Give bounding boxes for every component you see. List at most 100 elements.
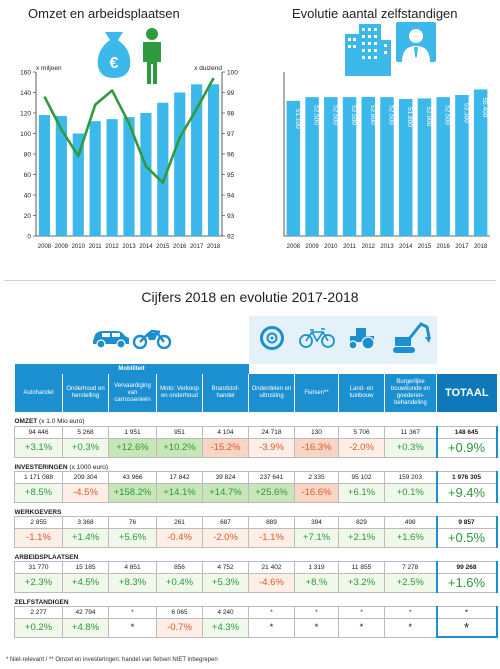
revenue-bar (72, 133, 84, 236)
change-cell: -1.1% (14, 528, 63, 548)
right-tick-label: 98 (227, 111, 235, 118)
bicycle-icon (298, 328, 335, 348)
change-cell: +0.3% (62, 438, 109, 458)
right-tick-label: 93 (227, 213, 235, 220)
change-cell: +1.6% (435, 573, 498, 593)
left-tick-label: 0 (27, 234, 31, 241)
selfemployed-bar (324, 97, 338, 237)
section-name: ARBEIDSPLAATSEN (14, 553, 79, 561)
column-header: Brandstof-handel (202, 374, 249, 412)
change-cell: +4.8% (62, 618, 109, 638)
section-unit: (x 1000 euro) (67, 463, 109, 471)
bar-data-label: 52.600 (369, 105, 376, 125)
change-cell: * (108, 618, 157, 638)
change-cell: +3.1% (14, 438, 63, 458)
change-cell: * (248, 618, 295, 638)
value-cell: 261 (156, 515, 203, 529)
change-cell: +8.% (294, 573, 339, 593)
bar-data-label: 52.500 (350, 105, 357, 125)
left-tick-label: 100 (20, 131, 31, 138)
value-cell: 76 (108, 515, 157, 529)
value-cell: 24 718 (248, 425, 295, 439)
change-cell: +1.6% (384, 528, 437, 548)
value-cell: 209 304 (62, 470, 109, 484)
statistics-table: Mobiliteit Autohandel Onderhoud en herste… (14, 316, 498, 638)
change-cell: +8.5% (14, 483, 63, 503)
change-cell: -15.2% (202, 438, 249, 458)
right-tick-label: 95 (227, 172, 235, 179)
value-cell: 4 851 (108, 560, 157, 574)
x-tick-label: 2017 (455, 244, 469, 250)
revenue-right-unit: x duizend (194, 65, 222, 72)
change-cell: +0.2% (14, 618, 63, 638)
x-tick-label: 2011 (89, 244, 103, 250)
section-label: OMZET (x 1.0 Mio euro) (15, 412, 497, 426)
section-label: INVESTERINGEN (x 1000 euro) (15, 457, 497, 471)
change-cell: * (384, 618, 437, 638)
column-header: Onderhoud en herstelling (62, 374, 109, 412)
value-cell: 42 794 (62, 605, 109, 619)
revenue-left-unit: x miljoen (36, 65, 62, 72)
change-cell: * (435, 618, 498, 638)
change-cell: -1.1% (248, 528, 295, 548)
value-cell: 1 319 (294, 560, 339, 574)
excavator-icon (392, 322, 431, 353)
section-name: INVESTERINGEN (14, 463, 68, 471)
change-cell: -2.0% (202, 528, 249, 548)
svg-text:€: € (110, 55, 119, 72)
revenue-bar (55, 116, 67, 236)
x-tick-label: 2017 (190, 244, 204, 250)
revenue-bar (123, 117, 135, 236)
bar-data-label: 52.500 (331, 105, 338, 125)
x-tick-label: 2014 (399, 244, 413, 250)
change-cell: +0.1% (384, 483, 437, 503)
change-cell: +7.1% (294, 528, 339, 548)
value-cell: 159 203 (384, 470, 437, 484)
value-cell: 829 (338, 515, 385, 529)
x-tick-label: 2014 (139, 244, 153, 250)
x-tick-label: 2009 (305, 244, 319, 250)
right-tick-label: 100 (227, 70, 238, 77)
value-cell: 99 268 (435, 560, 498, 574)
change-cell: * (294, 618, 339, 638)
revenue-bar (207, 84, 220, 236)
bar-data-label: 55.400 (481, 97, 488, 117)
value-cell: * (294, 605, 339, 619)
value-cell: * (108, 605, 157, 619)
x-tick-label: 2010 (324, 244, 338, 250)
section-label: WERKGEVERS (15, 502, 497, 516)
left-tick-label: 80 (24, 152, 32, 159)
right-tick-label: 99 (227, 90, 235, 97)
building-icon (345, 24, 391, 76)
motorcycle-icon (133, 329, 172, 349)
bar-data-label: 51.100 (294, 109, 301, 129)
change-cell: +14.7% (202, 483, 249, 503)
selfemployed-bar (305, 97, 319, 237)
change-cell: +2.3% (14, 573, 63, 593)
selfemployed-bar (473, 89, 488, 236)
x-tick-label: 2009 (55, 244, 69, 250)
value-cell: 7 278 (384, 560, 437, 574)
change-cell: +4.3% (202, 618, 249, 638)
x-tick-label: 2008 (287, 244, 301, 250)
revenue-bar (174, 92, 186, 236)
value-cell: * (248, 605, 295, 619)
x-tick-label: 2011 (343, 244, 357, 250)
tractor-icon (347, 328, 375, 350)
bar-data-label: 52.500 (388, 105, 395, 125)
change-cell: +4.5% (62, 573, 109, 593)
bar-data-label: 51.800 (406, 107, 413, 127)
change-cell: -0.7% (156, 618, 203, 638)
column-header-total: TOTAAL (436, 374, 497, 412)
bar-data-label: 52.500 (313, 105, 320, 125)
change-cell: +2.1% (338, 528, 385, 548)
change-cell: +6.1% (338, 483, 385, 503)
selfemployed-bar (417, 98, 432, 236)
x-tick-label: 2010 (72, 244, 86, 250)
change-cell: -16.6% (294, 483, 339, 503)
change-cell: +158.2% (108, 483, 157, 503)
businessman-icon (396, 22, 436, 62)
value-cell: 856 (156, 560, 203, 574)
column-header: Moto: Verkoop en onderhoud (156, 374, 203, 412)
left-tick-label: 140 (20, 90, 31, 97)
